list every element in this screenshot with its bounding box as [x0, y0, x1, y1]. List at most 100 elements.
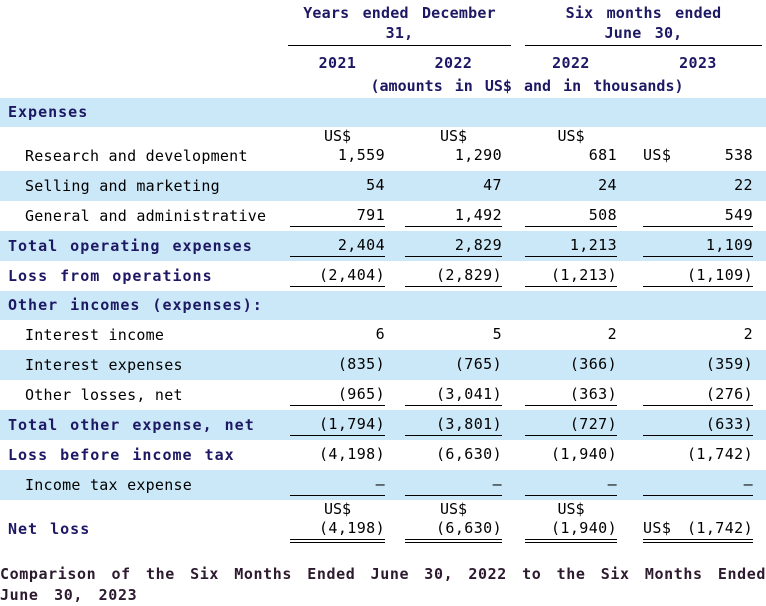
cell-value: (1,109)	[643, 265, 753, 287]
cell-value: 2,829	[405, 235, 502, 257]
currency-label: US$	[439, 500, 468, 518]
currency-label: US$	[439, 127, 468, 145]
row-label: Selling and marketing	[25, 177, 220, 195]
year-column-2022-interim: 2022	[512, 53, 630, 76]
table-row-interest-income: Interest income 6 5 2 2	[0, 320, 766, 350]
row-label: Total other expense, net	[8, 416, 255, 434]
cell-value: (2,404)	[290, 265, 385, 287]
row-label: Loss from operations	[8, 267, 213, 285]
row-label: Loss before income tax	[8, 446, 235, 464]
cell-value: (1,213)	[525, 265, 617, 287]
comparison-heading-line2: June 30, 2023	[0, 586, 138, 604]
year-column-2023-interim: 2023	[630, 53, 766, 76]
year-label: 2022	[434, 54, 473, 72]
table-row-general-administrative: General and administrative 791 1,492 508…	[0, 201, 766, 231]
cell-value: (6,630)	[405, 518, 502, 543]
cell-number: (1,742)	[686, 519, 753, 537]
cell-value: (1,794)	[290, 414, 385, 436]
currency-label: US$	[557, 127, 585, 145]
table-row-net-loss: Net loss US$ (4,198) US$ (6,630) US$ (1,…	[0, 500, 766, 544]
cell-value	[405, 122, 502, 123]
cell-value: US$ 538	[643, 145, 753, 167]
cell-value: 508	[525, 205, 617, 227]
row-label: Total operating expenses	[8, 237, 253, 255]
group-header-years-ended-label: Years ended December 31,	[288, 3, 511, 46]
cell-value: 791	[290, 205, 385, 227]
cell-value: (835)	[337, 355, 385, 373]
cell-value: (4,198)	[290, 518, 385, 543]
comparison-heading-line1: Comparison of the Six Months Ended June …	[0, 565, 766, 583]
cell-value: 1,109	[643, 235, 753, 257]
cell-value: 5	[492, 325, 502, 343]
currency-label: US$	[643, 146, 672, 164]
cell-value: (633)	[643, 414, 753, 436]
column-group-header-row: Years ended December 31, Six months ende…	[0, 0, 766, 46]
table-row-expenses: Expenses	[0, 98, 766, 127]
currency-label: US$	[643, 519, 672, 537]
table-row-research-development: Research and development US$ 1,559 US$ 1…	[0, 127, 766, 171]
cell-value: (359)	[705, 355, 753, 373]
amounts-note: (amounts in US$ and in thousands)	[370, 77, 684, 95]
row-label: Other incomes (expenses):	[8, 296, 263, 314]
cell-value: —	[525, 474, 617, 496]
cell-value	[290, 315, 385, 316]
row-label: Net loss	[8, 520, 91, 538]
cell-value	[643, 315, 753, 316]
table-row-other-losses-net: Other losses, net (965) (3,041) (363) (2…	[0, 380, 766, 410]
cell-value: 22	[734, 176, 753, 194]
row-label: Expenses	[8, 103, 89, 121]
cell-value	[405, 315, 502, 316]
cell-value: (6,630)	[435, 445, 502, 463]
cell-value	[290, 122, 385, 123]
year-header-row: 2021 2022 2022 2023	[0, 46, 766, 76]
cell-number: 538	[724, 146, 753, 164]
cell-value: (363)	[525, 384, 617, 406]
group-header-six-months-line1: Six months ended	[565, 4, 722, 22]
cell-value: —	[643, 474, 753, 496]
cell-value: 2,404	[290, 235, 385, 257]
table-row-other-incomes-expenses: Other incomes (expenses):	[0, 291, 766, 320]
cell-value	[525, 315, 617, 316]
cell-value: (1,742)	[686, 445, 753, 463]
year-label: 2022	[552, 54, 590, 72]
cell-value: 549	[643, 205, 753, 227]
table-row-interest-expenses: Interest expenses (835) (765) (366) (359…	[0, 350, 766, 380]
row-label: General and administrative	[25, 207, 267, 225]
row-label: Income tax expense	[25, 476, 193, 494]
row-label: Research and development	[25, 147, 248, 165]
year-label: 2023	[679, 54, 717, 72]
cell-value	[643, 122, 753, 123]
table-row-total-other-expense-net: Total other expense, net (1,794) (3,801)…	[0, 410, 766, 440]
row-label: Interest income	[25, 326, 165, 344]
group-header-six-months-line2: June 30,	[604, 24, 683, 42]
cell-value: —	[290, 474, 385, 496]
row-label: Other losses, net	[25, 386, 183, 404]
cell-value: (1,940)	[525, 518, 617, 543]
cell-value: (4,198)	[318, 445, 385, 463]
cell-value	[525, 122, 617, 123]
cell-value: 47	[483, 176, 502, 194]
cell-value: (765)	[454, 355, 502, 373]
currency-label: US$	[323, 127, 352, 145]
cell-value: (1,940)	[550, 445, 617, 463]
table-row-income-tax-expense: Income tax expense — — — —	[0, 470, 766, 500]
year-column-2022: 2022	[392, 53, 512, 76]
group-header-six-months: Six months ended June 30,	[512, 3, 766, 46]
cell-value: 681	[588, 146, 617, 164]
table-row-loss-from-operations: Loss from operations (2,404) (2,829) (1,…	[0, 261, 766, 291]
group-header-six-months-label: Six months ended June 30,	[525, 3, 762, 46]
cell-value: 6	[375, 325, 385, 343]
cell-value: (965)	[290, 384, 385, 406]
comparison-heading: Comparison of the Six Months Ended June …	[0, 564, 766, 606]
cell-value: 1,213	[525, 235, 617, 257]
row-label: Interest expenses	[25, 356, 183, 374]
cell-value: (3,801)	[405, 414, 502, 436]
table-row-total-operating-expenses: Total operating expenses 2,404 2,829 1,2…	[0, 231, 766, 261]
cell-value: 24	[598, 176, 617, 194]
cell-value: (727)	[525, 414, 617, 436]
table-row-selling-marketing: Selling and marketing 54 47 24 22	[0, 171, 766, 201]
group-header-years-ended: Years ended December 31,	[288, 3, 512, 46]
cell-value: 1,559	[337, 146, 385, 164]
currency-label: US$	[557, 500, 585, 518]
